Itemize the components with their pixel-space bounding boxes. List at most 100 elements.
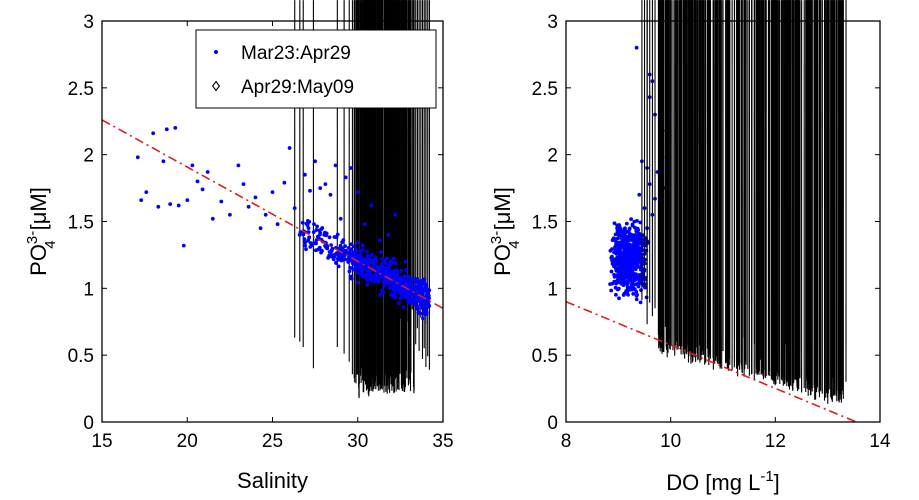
data-point-dot (629, 272, 634, 277)
data-point-dot (638, 274, 643, 279)
data-point-dot (349, 166, 353, 170)
data-point-dot (205, 170, 210, 174)
x-tick-label: 12 (765, 431, 786, 452)
data-point-dot (355, 280, 360, 285)
data-point-dot (363, 257, 368, 262)
data-point-dot (362, 222, 367, 227)
y-label-main: PO (490, 244, 515, 276)
data-point-dot (324, 244, 329, 248)
data-point-dot (610, 254, 614, 259)
data-point-dot (623, 226, 627, 231)
data-point-dot (618, 228, 622, 233)
data-point-dot (621, 293, 626, 297)
data-point-dot (638, 237, 643, 242)
data-point-dot (613, 237, 618, 242)
data-point-dot (634, 272, 638, 276)
x-tick-label: 35 (432, 431, 453, 452)
data-point-dot (635, 235, 639, 240)
data-point-dot (633, 277, 638, 282)
y-label-subscript: 4 (506, 240, 523, 248)
data-point-dot (621, 264, 626, 268)
data-point-dot (356, 240, 360, 245)
data-point-dot (161, 159, 166, 164)
y-tick-label: 2.5 (68, 79, 94, 100)
data-point-dot (629, 248, 634, 252)
data-point-dot (403, 281, 408, 286)
data-point-dot (629, 217, 633, 222)
data-point-dot (336, 264, 341, 269)
data-point-dot (304, 247, 308, 252)
data-point-dot (419, 289, 424, 294)
data-point-dot (417, 311, 421, 316)
data-point-dot (392, 290, 397, 295)
data-point-dot (614, 242, 619, 246)
data-point-dot (627, 227, 632, 232)
data-point-dot (349, 274, 353, 279)
do-plot-marks (565, 0, 857, 423)
data-point-dot (617, 224, 622, 229)
data-point-dot (631, 292, 636, 296)
legend-box (195, 29, 437, 109)
data-point-dot (219, 199, 224, 204)
data-point-dot (200, 187, 205, 192)
data-point-dot (311, 230, 316, 235)
data-point-dot (303, 243, 308, 248)
data-point-dot (135, 155, 140, 160)
data-point-dot (334, 260, 338, 265)
data-point-dot (420, 299, 424, 304)
data-point-dot (420, 311, 425, 316)
data-point-dot (622, 237, 627, 242)
data-point-dot (414, 280, 419, 284)
data-point-dot (173, 126, 178, 130)
regression-line (101, 119, 444, 310)
data-point-dot (378, 238, 382, 243)
data-point-dot (407, 280, 412, 285)
data-point-dot (388, 281, 393, 286)
data-point-dot (339, 255, 344, 260)
data-point-dot (176, 203, 181, 208)
data-point-dot (365, 277, 369, 282)
data-point-dot (303, 240, 308, 245)
data-point-dot (634, 297, 639, 302)
data-point-dot (382, 266, 387, 270)
data-point-dot (348, 255, 352, 259)
salinity-y-axis-label: PO3-4 [μM] (24, 187, 59, 276)
data-point-dot (317, 245, 322, 250)
data-point-dot (393, 261, 398, 266)
data-point-dot (282, 180, 287, 185)
data-point-dot (406, 295, 411, 299)
data-point-dot (608, 282, 612, 286)
salinity-axis-ticks: 15 20 25 30 35 0 0.5 1 1.5 2 2.5 3 (68, 12, 454, 452)
data-point-dot (617, 296, 621, 301)
data-point-dot (253, 195, 258, 200)
data-point-dot (313, 159, 317, 164)
do-y-axis-label: PO3-4 [μM] (488, 187, 523, 276)
data-point-dot (635, 292, 639, 297)
data-point-dot (365, 282, 370, 287)
data-point-dot (403, 259, 408, 264)
data-point-dot (370, 278, 375, 283)
data-point-dot (636, 257, 641, 262)
data-point-dot (622, 270, 626, 275)
data-point-dot (308, 188, 312, 193)
data-point-dot (360, 248, 365, 253)
data-point-dot (343, 175, 348, 180)
data-point-dot (275, 222, 280, 227)
data-point-dot (385, 256, 389, 261)
data-point-dot (410, 277, 415, 281)
data-point-dot (379, 266, 384, 270)
data-point-dot (413, 286, 417, 290)
data-point-dot (340, 246, 345, 251)
data-point-dot (357, 268, 362, 272)
data-point-dot (391, 256, 396, 261)
data-point-dot (369, 203, 374, 208)
data-point-dot (636, 228, 640, 233)
y-tick-label: 3 (83, 12, 94, 33)
data-point-dot (618, 257, 623, 262)
y-tick-label: 0.5 (532, 346, 558, 367)
data-point-dot (404, 268, 409, 273)
x-tick-label: 30 (347, 431, 368, 452)
data-point-dot (635, 219, 639, 223)
data-point-dot (352, 244, 357, 249)
data-point-dot (398, 296, 403, 301)
